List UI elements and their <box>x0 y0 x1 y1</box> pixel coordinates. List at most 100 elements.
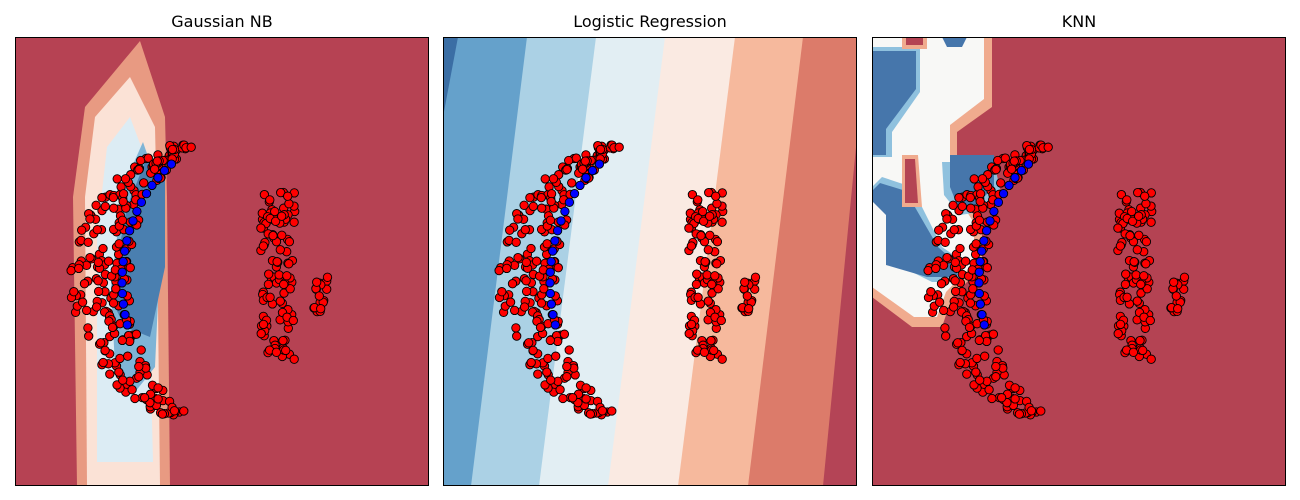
data-point-red <box>1142 284 1152 294</box>
data-point-red <box>96 338 106 348</box>
data-point-red <box>322 272 333 282</box>
data-point-red <box>686 241 697 251</box>
data-point-red <box>993 345 1003 355</box>
data-point-red <box>314 291 324 301</box>
data-point-red <box>107 322 118 333</box>
data-point-red <box>964 322 975 333</box>
data-point-blue <box>552 226 563 236</box>
data-point-red <box>256 328 266 339</box>
region-red-top <box>906 37 923 45</box>
data-point-red <box>931 263 941 274</box>
data-point-red <box>93 286 104 297</box>
data-point-red <box>948 302 959 312</box>
data-point-red <box>1146 354 1156 364</box>
data-point-red <box>991 361 1001 372</box>
data-point-red <box>74 263 84 274</box>
data-point-red <box>936 279 947 289</box>
data-point-red <box>513 252 523 263</box>
data-point-red <box>118 375 128 385</box>
data-point-red <box>710 271 720 281</box>
data-point-blue <box>1023 159 1034 169</box>
data-point-blue <box>153 173 163 183</box>
data-point-blue <box>117 267 127 277</box>
data-point-red <box>277 211 287 221</box>
data-point-red <box>941 331 951 341</box>
data-point-red <box>83 323 93 333</box>
data-point-red <box>114 239 124 249</box>
data-point-red <box>577 164 588 174</box>
data-point-red <box>965 298 976 308</box>
data-point-red <box>120 174 131 184</box>
data-point-red <box>717 217 727 227</box>
data-point-red <box>115 353 125 364</box>
data-point-blue <box>122 320 132 330</box>
data-point-red <box>940 323 950 333</box>
data-point-blue <box>556 216 566 226</box>
data-point-red <box>926 287 936 297</box>
data-point-red <box>717 354 727 364</box>
data-point-blue <box>575 180 585 191</box>
data-point-red <box>83 237 93 247</box>
data-point-red <box>546 196 556 207</box>
data-point-blue <box>128 216 138 226</box>
data-point-red <box>567 178 577 188</box>
data-point-red <box>996 178 1006 188</box>
data-point-red <box>1146 217 1156 227</box>
data-point-red <box>740 277 750 287</box>
data-point-red <box>971 367 981 377</box>
data-point-red <box>923 265 933 276</box>
data-point-red <box>705 211 715 221</box>
data-point-red <box>1121 269 1131 279</box>
data-point-red <box>716 315 726 326</box>
data-point-red <box>744 304 754 314</box>
data-point-red <box>974 215 985 225</box>
data-point-red <box>960 256 971 266</box>
data-point-red <box>537 203 547 213</box>
data-point-red <box>1132 245 1142 255</box>
data-point-red <box>1024 144 1035 155</box>
data-point-blue <box>545 267 555 277</box>
data-point-red <box>92 225 102 235</box>
data-point-red <box>1006 164 1017 174</box>
data-point-red <box>1141 237 1152 247</box>
data-point-blue <box>993 197 1004 207</box>
data-point-red <box>1127 216 1138 226</box>
data-point-red <box>696 230 706 241</box>
data-point-red <box>942 252 952 263</box>
data-point-blue <box>117 278 127 288</box>
data-point-blue <box>594 159 605 169</box>
data-point-blue <box>979 320 989 330</box>
chart-title-knn: KNN <box>1061 12 1097 31</box>
data-point-red <box>1132 296 1142 306</box>
data-point-red <box>100 201 110 212</box>
data-point-red <box>597 406 608 416</box>
data-point-red <box>256 223 266 233</box>
region-dark-blue-lower <box>872 183 958 277</box>
data-point-red <box>268 230 278 241</box>
data-point-red <box>562 164 572 175</box>
data-point-red <box>167 144 178 155</box>
data-point-red <box>955 243 965 254</box>
data-point-red <box>289 217 299 227</box>
data-point-red <box>111 284 121 294</box>
data-point-red <box>984 385 994 395</box>
data-point-red <box>91 302 102 312</box>
data-point-red <box>524 338 534 348</box>
plot-knn <box>872 37 1286 486</box>
data-point-red <box>542 367 552 377</box>
data-point-blue <box>1010 173 1020 183</box>
data-point-red <box>540 174 550 184</box>
data-point-red <box>279 279 289 290</box>
data-point-blue <box>587 165 598 176</box>
data-point-red <box>117 215 128 225</box>
data-point-red <box>81 305 92 316</box>
data-point-red <box>1140 191 1150 201</box>
data-point-red <box>564 155 574 166</box>
data-point-red <box>988 329 999 339</box>
data-point-red <box>85 252 95 263</box>
data-point-red <box>134 372 144 382</box>
data-point-red <box>934 297 945 307</box>
data-point-red <box>109 203 119 213</box>
data-point-red <box>77 225 87 235</box>
data-point-red <box>511 237 521 247</box>
